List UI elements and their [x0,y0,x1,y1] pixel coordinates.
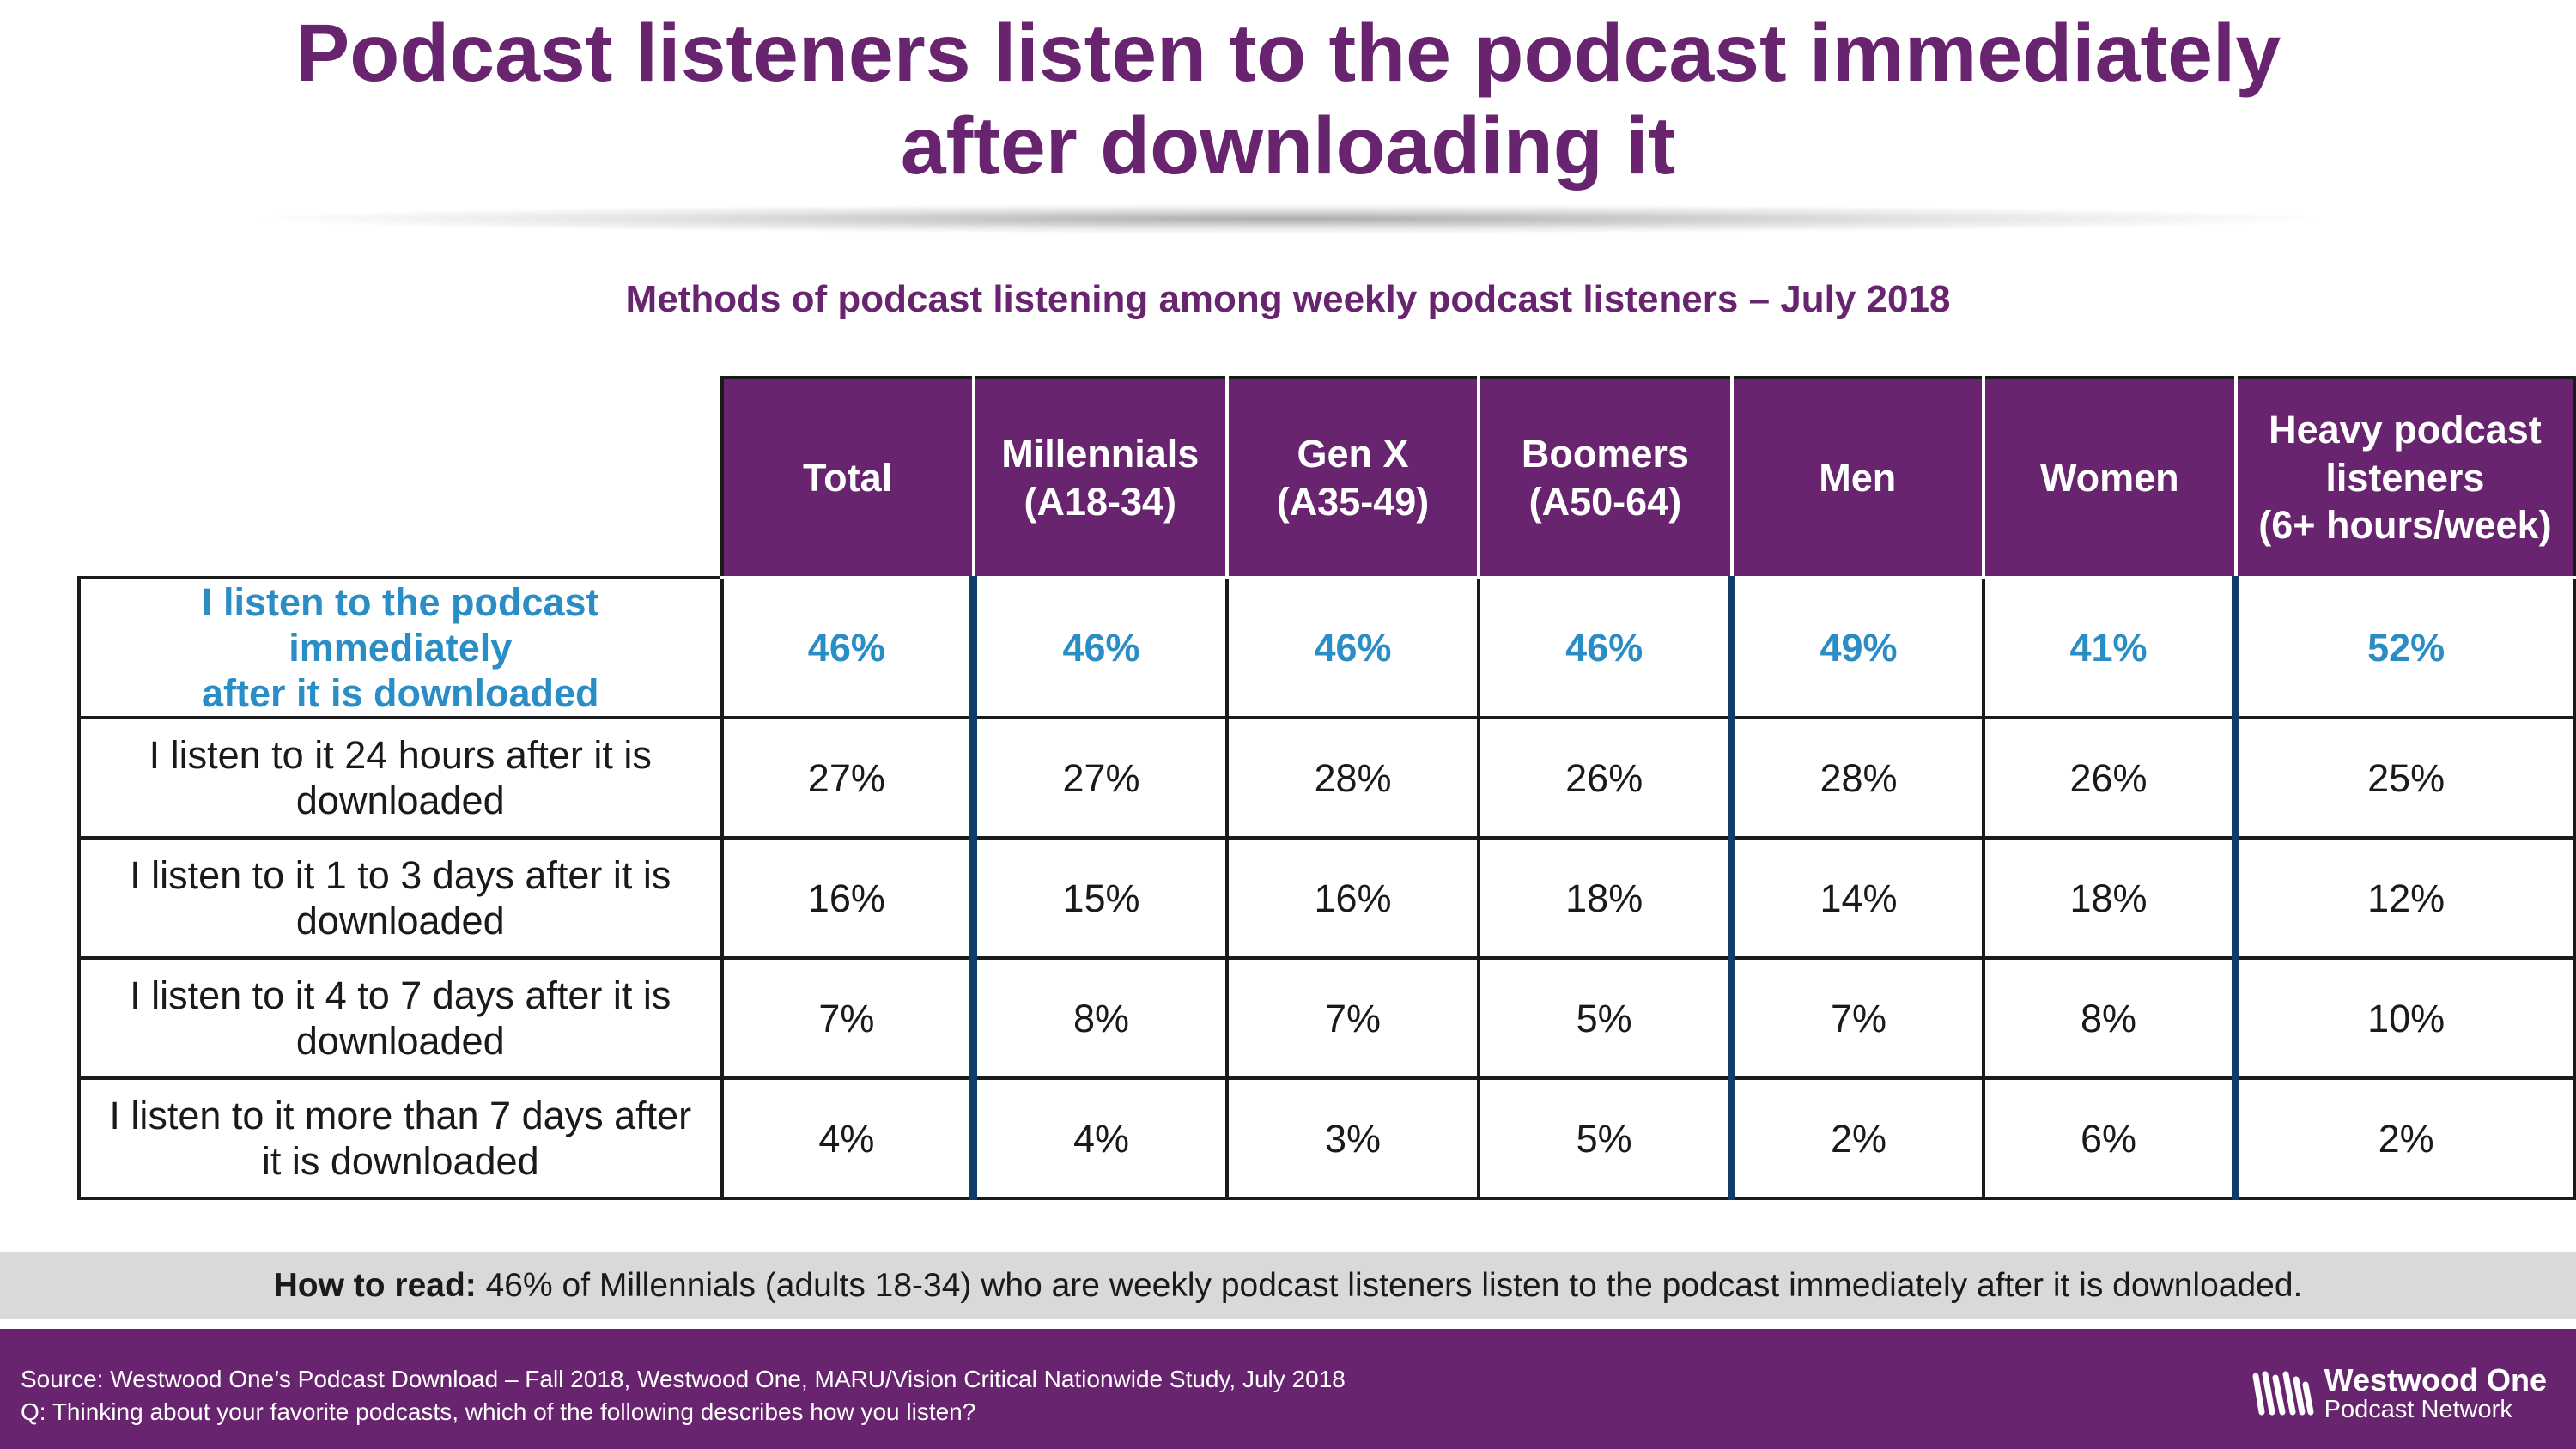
table-cell: 16% [720,836,975,961]
row-label-line: downloaded [295,1019,505,1064]
column-header-line: (A50-64) [1528,479,1682,524]
table-cell: 7% [1224,956,1481,1081]
table-cell: 26% [1981,716,2238,840]
column-header: Total [720,376,975,579]
column-header-line: Gen X [1297,431,1409,476]
column-header-line: Total [803,455,893,500]
table-cell: 2% [1728,1076,1985,1201]
how-to-read-label: How to read: [273,1267,477,1304]
logo-subname: Podcast Network [2324,1396,2512,1423]
table-cell: 4% [720,1076,975,1201]
row-label-line: I listen to it more than 7 days after [109,1094,692,1138]
how-to-read-text: 46% of Millennials (adults 18-34) who ar… [476,1267,2303,1304]
table-cell: 8% [1981,956,2238,1081]
row-label-line: after it is downloaded [201,671,599,716]
row-label-line: I listen to it 24 hours after it is [149,733,652,778]
row-label: I listen to the podcast immediately after… [77,575,724,720]
table-cell: 6% [1981,1076,2238,1201]
table-cell: 7% [720,956,975,1081]
row-label: I listen to it 4 to 7 days after it is do… [77,956,724,1081]
table-cell: 7% [1728,956,1985,1081]
table-header-row: Total Millennials (A18-34) Gen X (A35-49) Boo… [79,376,2576,579]
data-table: Total Millennials (A18-34) Gen X (A35-49) Boo… [77,376,2576,1201]
westwood-one-logo: Westwood One Podcast Network [2251,1365,2547,1422]
logo-name: Westwood One [2324,1362,2547,1397]
table-cell: 2% [2232,1076,2576,1201]
row-label: I listen to it 1 to 3 days after it is do… [77,836,724,961]
column-header-line: Millennials [1001,431,1200,476]
table-row: I listen to it 1 to 3 days after it is do… [77,836,2576,961]
table-cell: 46% [1224,575,1481,720]
source-note: Source: Westwood One’s Podcast Download … [21,1366,1346,1392]
table-row: I listen to it more than 7 days after it … [77,1076,2576,1201]
column-header: Women [1981,376,2238,579]
column-header: Men [1729,376,1985,579]
table-cell: 16% [1224,836,1481,961]
column-header-line: listeners [2325,455,2485,500]
table-cell: 3% [1224,1076,1481,1201]
table-cell: 27% [969,716,1229,840]
table-cell: 28% [1728,716,1985,840]
table-corner [79,378,722,578]
table-cell: 12% [2232,836,2576,961]
table-cell: 10% [2232,956,2576,1081]
row-label-line: downloaded [295,899,505,943]
question-note: Q: Thinking about your favorite podcasts… [21,1397,976,1425]
table-cell: 4% [969,1076,1229,1201]
table-cell: 49% [1728,575,1985,720]
column-header: Gen X (A35-49) [1224,376,1481,579]
table-cell: 52% [2232,575,2576,720]
column-header: Millennials (A18-34) [971,376,1229,579]
table-cell: 41% [1981,575,2238,720]
page-title: Podcast listeners listen to the podcast … [129,7,2447,193]
table-cell: 46% [720,575,975,720]
column-header-line: Heavy podcast [2269,407,2542,452]
table-cell: 27% [720,716,975,840]
logo-text: Westwood One Podcast Network [2324,1365,2547,1422]
column-header-line: Boomers [1521,431,1689,476]
how-to-read-band: How to read: 46% of Millennials (adults … [0,1252,2576,1319]
footer-bar: Source: Westwood One’s Podcast Download … [0,1329,2576,1449]
row-label-line: it is downloaded [261,1139,539,1184]
table-cell: 18% [1477,836,1734,961]
table-cell: 46% [969,575,1229,720]
table-cell: 28% [1224,716,1481,840]
column-header: Heavy podcast listeners (6+ hours/week) [2233,376,2576,579]
table-cell: 46% [1477,575,1734,720]
row-label: I listen to it more than 7 days after it … [77,1076,724,1201]
table-cell: 18% [1981,836,2238,961]
table-cell: 5% [1477,1076,1734,1201]
column-header-line: (6+ hours/week) [2258,503,2552,548]
table-body: I listen to the podcast immediately after… [77,575,2576,1201]
table-row: I listen to it 24 hours after it is downl… [77,716,2576,840]
title-line-1: Podcast listeners listen to the podcast … [295,8,2281,99]
table-cell: 25% [2232,716,2576,840]
column-header-line: Men [1819,455,1897,500]
table-cell: 14% [1728,836,1985,961]
table-row: I listen to the podcast immediately after… [77,575,2576,720]
table-subtitle: Methods of podcast listening among weekl… [625,278,1951,320]
row-label-line: I listen to it 1 to 3 days after it is [130,853,671,898]
row-label-line: downloaded [295,779,505,823]
title-shadow-divider [258,204,2318,233]
column-header-line: (A18-34) [1024,479,1177,524]
column-header: Boomers (A50-64) [1477,376,1734,579]
table-cell: 8% [969,956,1229,1081]
table-cell: 15% [969,836,1229,961]
table-row: I listen to it 4 to 7 days after it is do… [77,956,2576,1081]
row-label: I listen to it 24 hours after it is downl… [77,716,724,840]
table-cell: 26% [1477,716,1734,840]
column-header-line: Women [2039,455,2179,500]
row-label-line: I listen to it 4 to 7 days after it is [130,973,671,1018]
title-line-2: after downloading it [900,100,1676,192]
column-header-line: (A35-49) [1276,479,1430,524]
row-label-line: I listen to the podcast immediately [201,580,599,670]
footer-notes: Source: Westwood One’s Podcast Download … [21,1363,1346,1428]
table-cell: 5% [1477,956,1734,1081]
waveform-icon [2252,1371,2314,1415]
